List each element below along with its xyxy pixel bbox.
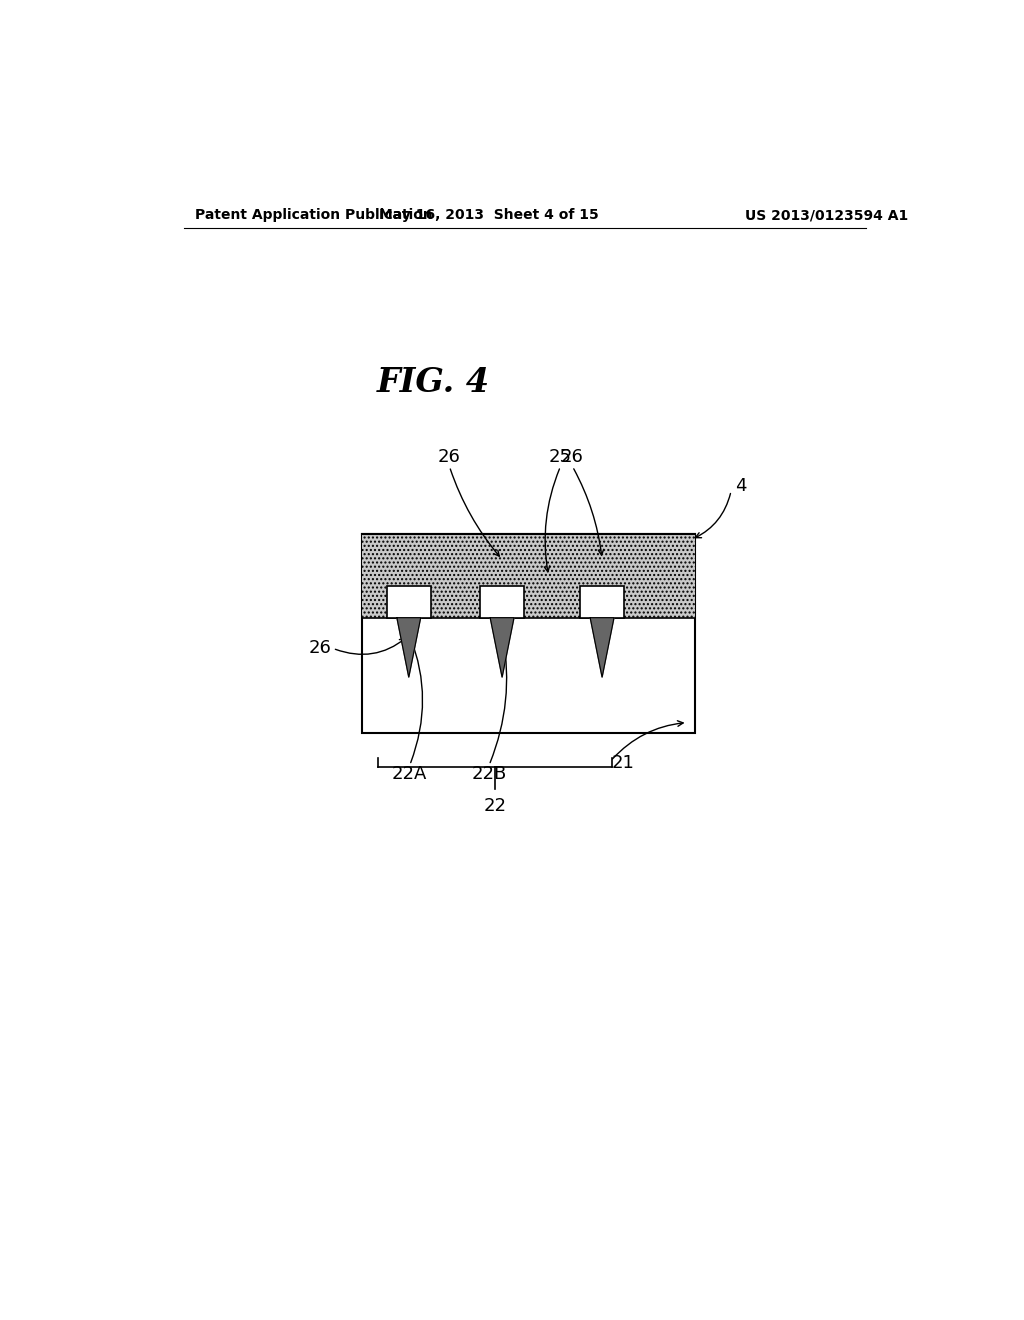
- Bar: [362, 535, 695, 733]
- Bar: [387, 586, 431, 618]
- Text: 21: 21: [612, 754, 635, 772]
- Text: 25: 25: [549, 449, 572, 466]
- Text: 26: 26: [308, 639, 331, 657]
- Text: 22B: 22B: [471, 766, 507, 783]
- Polygon shape: [490, 618, 514, 677]
- Text: 4: 4: [735, 477, 746, 495]
- Text: 26: 26: [438, 449, 461, 466]
- Text: 22: 22: [483, 797, 507, 814]
- Bar: [362, 535, 695, 618]
- Bar: [581, 586, 624, 618]
- Text: May 16, 2013  Sheet 4 of 15: May 16, 2013 Sheet 4 of 15: [379, 209, 599, 222]
- Text: 26: 26: [561, 449, 584, 466]
- Polygon shape: [397, 618, 421, 677]
- Bar: [480, 586, 524, 618]
- Text: Patent Application Publication: Patent Application Publication: [196, 209, 433, 222]
- Text: US 2013/0123594 A1: US 2013/0123594 A1: [744, 209, 908, 222]
- Polygon shape: [590, 618, 614, 677]
- Text: FIG. 4: FIG. 4: [377, 366, 490, 399]
- Text: 22A: 22A: [392, 766, 427, 783]
